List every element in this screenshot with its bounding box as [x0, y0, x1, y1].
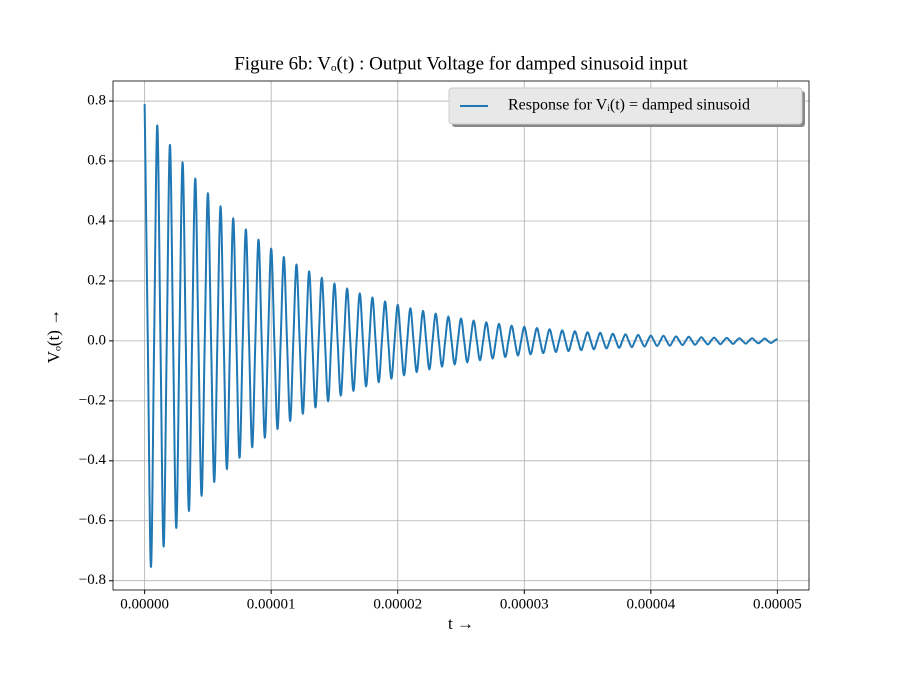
x-axis-label: t →: [448, 614, 474, 633]
y-tick-label: −0.2: [79, 392, 106, 408]
x-tick-label: 0.00003: [500, 596, 549, 612]
x-tick-label: 0.00004: [626, 596, 675, 612]
chart-title: Figure 6b: Vₒ(t) : Output Voltage for da…: [234, 53, 688, 74]
legend-label: Response for Vᵢ(t) = damped sinusoid: [508, 97, 750, 114]
y-tick-label: −0.8: [79, 572, 106, 588]
x-tick-label: 0.00002: [373, 596, 422, 612]
x-tick-label: 0.00000: [120, 596, 169, 612]
y-tick-label: 0.8: [87, 93, 106, 109]
y-tick-label: −0.4: [79, 452, 107, 468]
x-tick-label: 0.00005: [753, 596, 802, 612]
y-tick-label: 0.6: [87, 152, 106, 168]
y-tick-label: 0.4: [87, 212, 106, 228]
axes-frame: [112, 80, 810, 591]
y-axis-label: Vₒ(t) →: [44, 309, 63, 363]
y-tick-label: −0.6: [79, 512, 107, 528]
line-series: [143, 104, 778, 568]
x-tick-label: 0.00001: [247, 596, 296, 612]
y-tick-label: 0.2: [87, 272, 106, 288]
y-tick-label: 0.0: [87, 332, 106, 348]
legend-box: [448, 87, 803, 125]
